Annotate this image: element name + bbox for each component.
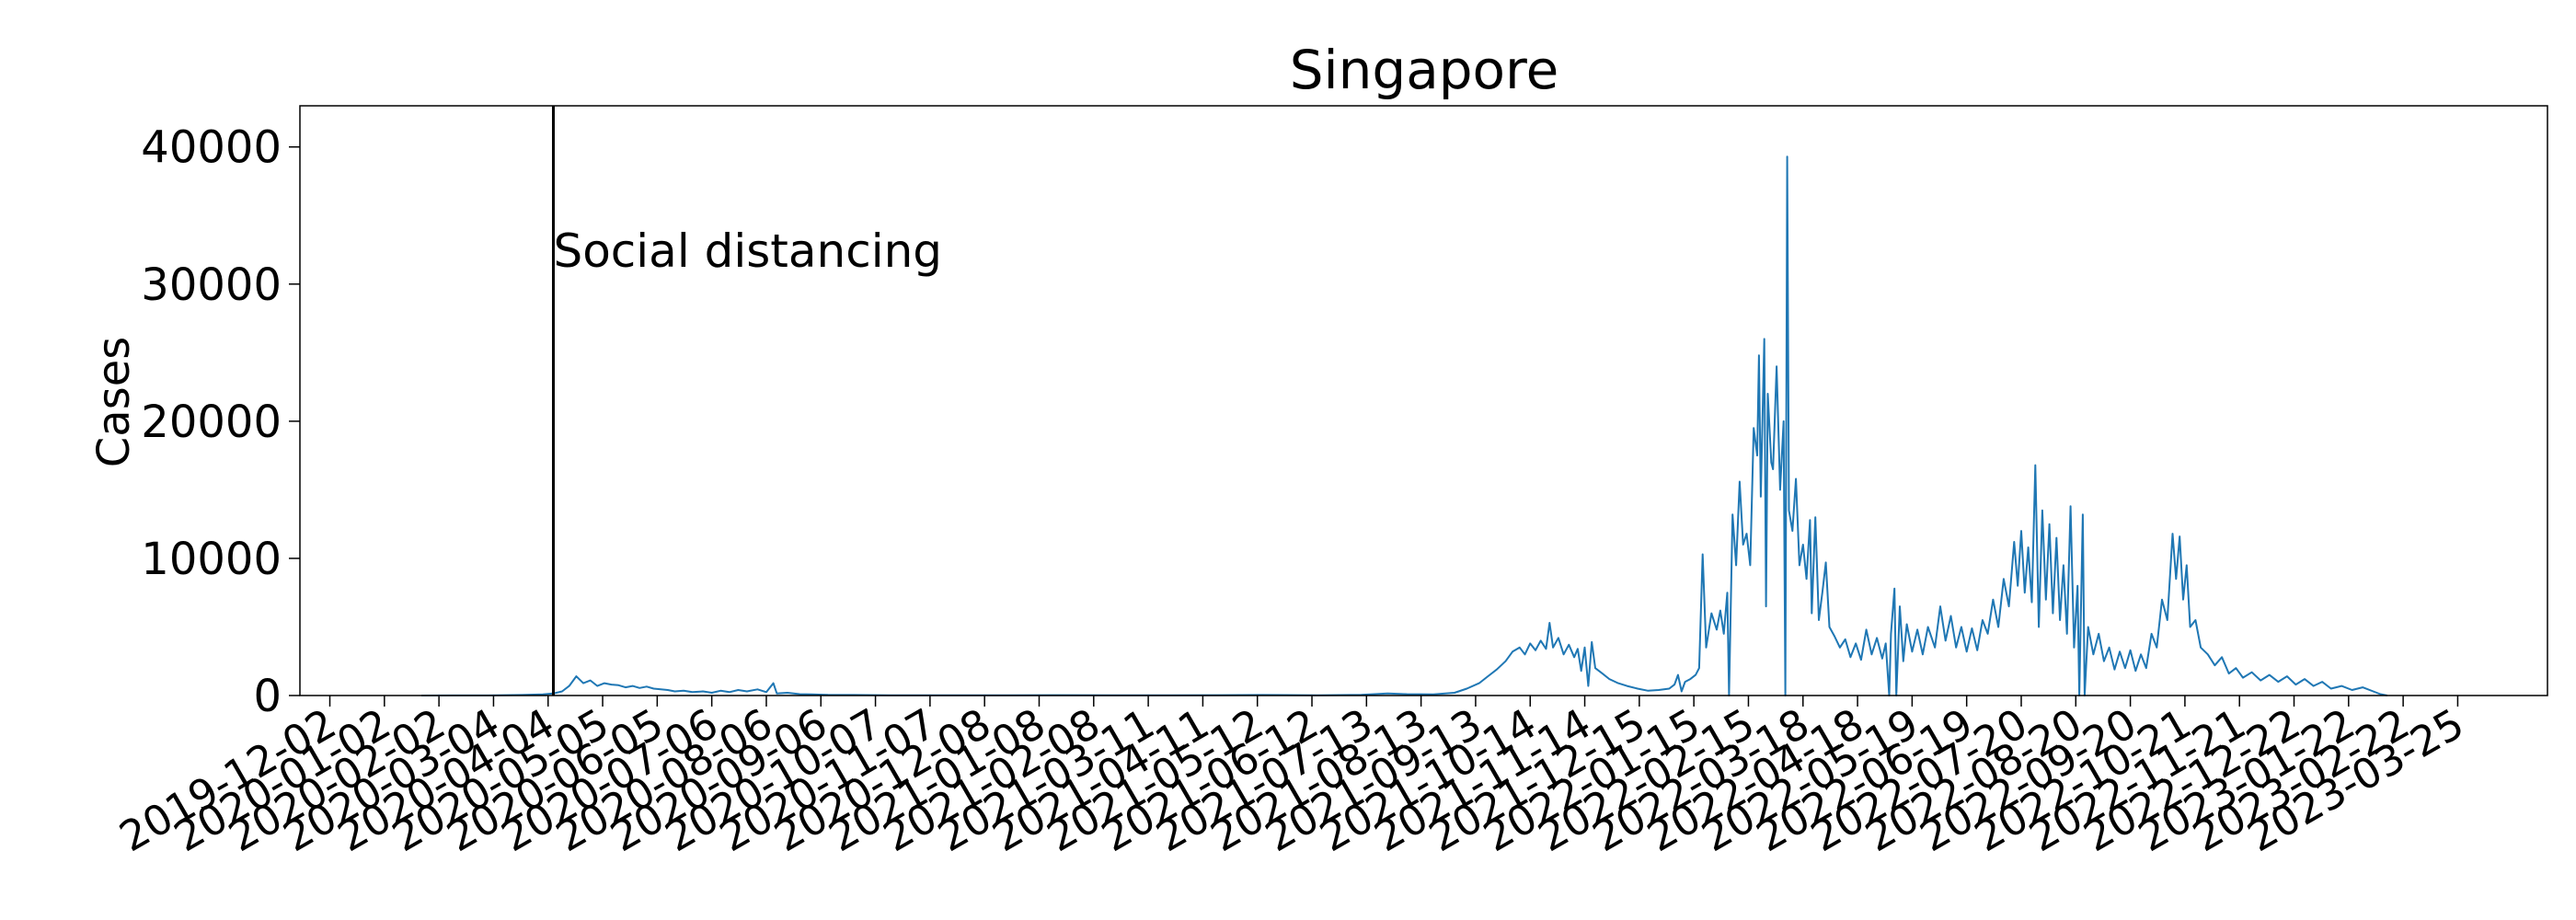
social-distancing-annotation: Social distancing bbox=[553, 224, 942, 278]
y-tick-label: 20000 bbox=[141, 397, 282, 448]
plot-layer: 0100002000030000400002019-12-022020-01-0… bbox=[111, 106, 2472, 861]
y-axis-label: Cases bbox=[88, 337, 140, 467]
y-tick-label: 0 bbox=[253, 671, 282, 722]
y-tick-label: 30000 bbox=[141, 259, 282, 311]
plot-frame bbox=[299, 105, 2548, 696]
y-tick-label: 10000 bbox=[141, 534, 282, 585]
chart-title: Singapore bbox=[1290, 39, 1559, 101]
y-tick-label: 40000 bbox=[141, 122, 282, 174]
